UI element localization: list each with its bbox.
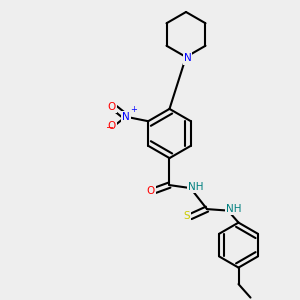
Text: O: O	[146, 186, 155, 196]
Text: O: O	[108, 121, 116, 131]
Text: N: N	[184, 53, 191, 64]
Text: NH: NH	[226, 204, 241, 214]
Text: N: N	[122, 112, 130, 122]
Text: −: −	[106, 123, 114, 133]
Text: S: S	[184, 211, 190, 221]
Text: O: O	[108, 102, 116, 112]
Text: +: +	[130, 105, 137, 114]
Text: NH: NH	[188, 182, 204, 192]
